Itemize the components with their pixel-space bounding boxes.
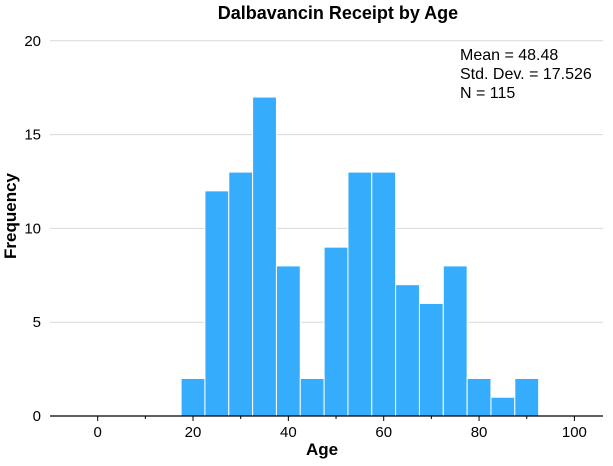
y-tick-label: 20 — [24, 33, 41, 50]
y-tick-label: 5 — [33, 314, 41, 331]
histogram-bar — [490, 396, 516, 417]
y-tick-labels: 0 5 10 15 20 — [24, 33, 41, 425]
histogram-bar — [299, 377, 325, 417]
histogram-bar — [442, 265, 468, 417]
y-tick-label: 15 — [24, 127, 41, 144]
chart-title: Dalbavancin Receipt by Age — [218, 3, 458, 23]
histogram-bar — [466, 377, 492, 417]
x-tick-labels: 0 20 40 60 80 100 — [94, 416, 587, 441]
histogram-bar — [371, 171, 397, 417]
y-axis-label: Frequency — [1, 172, 20, 259]
x-tick-label: 60 — [375, 424, 392, 441]
histogram-bar — [275, 265, 301, 417]
histogram-bar — [323, 246, 349, 417]
x-axis-label: Age — [306, 440, 338, 459]
stats-box: Mean = 48.48 Std. Dev. = 17.526 N = 115 — [460, 47, 592, 102]
histogram-bar — [347, 171, 373, 417]
x-tick-label: 0 — [94, 424, 102, 441]
stats-mean: Mean = 48.48 — [460, 47, 558, 64]
histogram-bar — [228, 171, 254, 417]
x-tick-label: 40 — [280, 424, 297, 441]
x-tick-label: 100 — [562, 424, 587, 441]
x-tick-label: 20 — [185, 424, 202, 441]
y-tick-label: 0 — [33, 408, 41, 425]
y-tick-label: 10 — [24, 220, 41, 237]
histogram-bar — [514, 377, 540, 417]
stats-std-dev: Std. Dev. = 17.526 — [460, 66, 592, 83]
bars — [180, 96, 540, 417]
histogram-bar — [418, 302, 444, 417]
stats-n: N = 115 — [460, 85, 515, 102]
histogram-bar — [180, 377, 206, 417]
histogram-bar — [395, 284, 420, 417]
histogram-bar — [204, 190, 230, 417]
histogram-bar — [252, 96, 277, 417]
x-tick-label: 80 — [471, 424, 488, 441]
